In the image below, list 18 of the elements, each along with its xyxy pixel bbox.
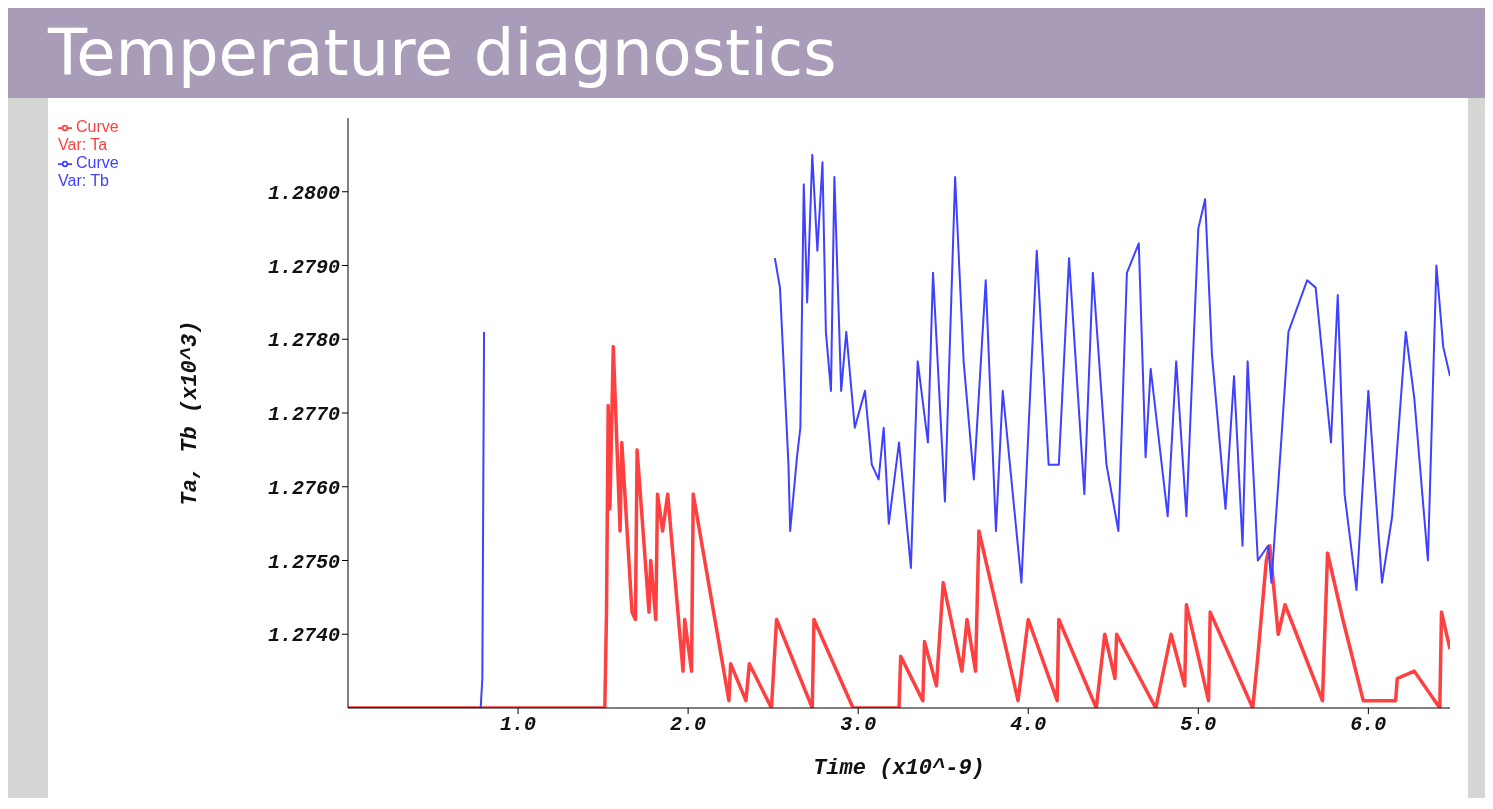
legend-label: Curve Var: Ta <box>58 118 119 153</box>
x-tick-label: 3.0 <box>840 713 877 737</box>
x-axis-title: Time (x10^-9) <box>813 756 985 781</box>
y-axis-title: Ta, Tb (x10^3) <box>177 320 203 506</box>
y-tick-label: 1.2760 <box>267 476 340 500</box>
y-tick-label: 1.2740 <box>267 624 340 648</box>
x-tick-label: 4.0 <box>1010 713 1047 737</box>
x-tick-label: 5.0 <box>1180 713 1217 737</box>
x-tick-label: 2.0 <box>670 713 707 737</box>
legend-label: Curve Var: Tb <box>58 154 119 189</box>
chart-title: Temperature diagnostics <box>8 8 1485 98</box>
y-tick-label: 1.2790 <box>267 255 340 279</box>
y-tick-label: 1.2750 <box>267 550 340 574</box>
y-tick-label: 1.2780 <box>267 329 340 353</box>
x-tick-label: 6.0 <box>1350 713 1387 737</box>
y-tick-label: 1.2800 <box>267 181 340 205</box>
y-tick-label: 1.2770 <box>267 403 340 427</box>
x-tick-label: 1.0 <box>500 713 537 737</box>
